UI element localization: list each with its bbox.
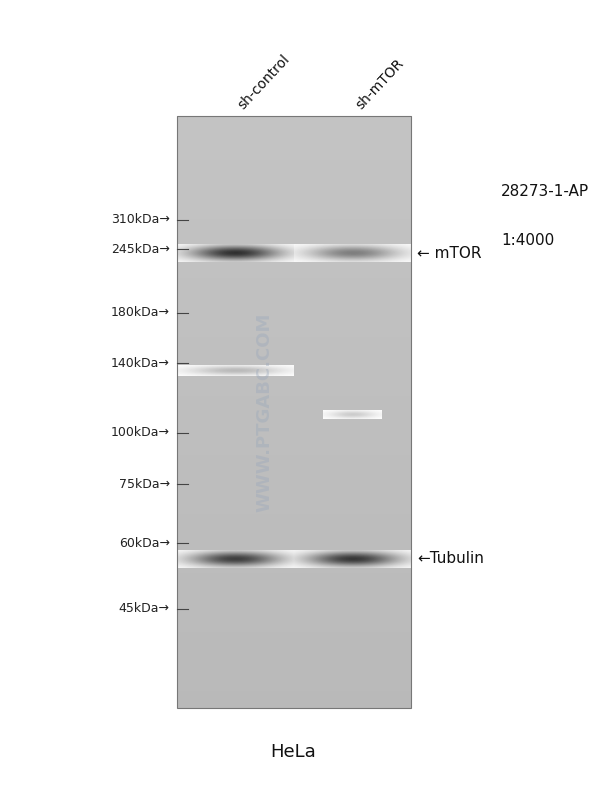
- Text: 28273-1-AP: 28273-1-AP: [501, 184, 589, 199]
- Text: 1:4000: 1:4000: [501, 234, 554, 249]
- Text: 45kDa→: 45kDa→: [119, 602, 170, 615]
- Text: 60kDa→: 60kDa→: [119, 537, 170, 550]
- Text: 310kDa→: 310kDa→: [111, 213, 170, 226]
- Text: WWW.PTGABC.COM: WWW.PTGABC.COM: [255, 312, 273, 512]
- Text: 245kDa→: 245kDa→: [111, 242, 170, 256]
- Text: 180kDa→: 180kDa→: [111, 306, 170, 319]
- Text: ← mTOR: ← mTOR: [417, 246, 481, 261]
- Text: HeLa: HeLa: [270, 743, 316, 761]
- Text: 100kDa→: 100kDa→: [111, 426, 170, 439]
- Text: 140kDa→: 140kDa→: [111, 357, 170, 370]
- Text: sh-control: sh-control: [235, 52, 292, 112]
- Bar: [177, 116, 411, 708]
- Text: 75kDa→: 75kDa→: [119, 478, 170, 490]
- Text: ←Tubulin: ←Tubulin: [417, 551, 484, 566]
- Text: sh-mTOR: sh-mTOR: [353, 56, 406, 112]
